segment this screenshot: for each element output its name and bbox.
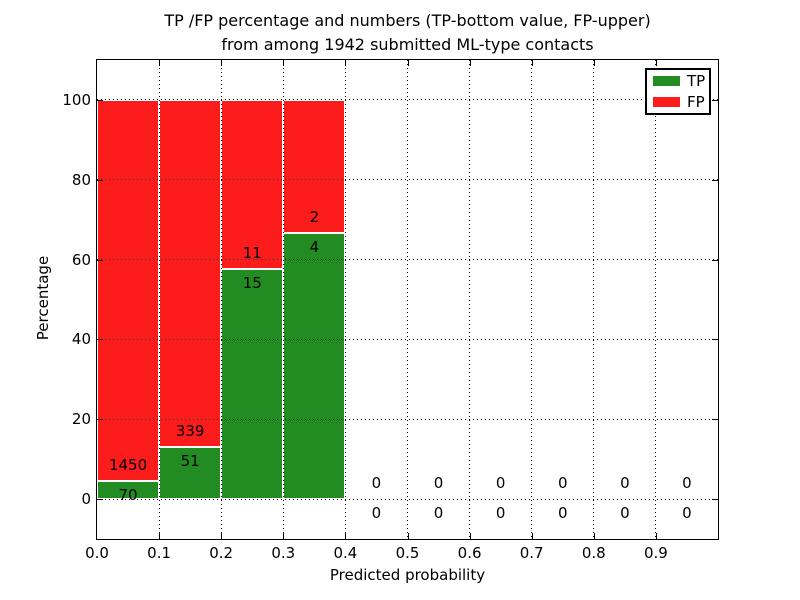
- y-tick-mark: [97, 339, 103, 341]
- y-tick-label: 100: [62, 90, 91, 109]
- gridline-vertical: [407, 60, 408, 539]
- count-label-tp: 4: [309, 237, 320, 256]
- gridline-vertical: [282, 60, 284, 539]
- x-tick-mark: [345, 60, 347, 66]
- plot-area: 1450 70 339 51 11 15 2 4 0 0 0 0 0 0 0 0 0 0 0 0: [96, 59, 719, 540]
- x-tick-mark: [283, 533, 285, 539]
- count-label-tp: 0: [433, 504, 444, 523]
- x-tick-label: 0.7: [519, 544, 544, 562]
- chart-title-line1: TP /FP percentage and numbers (TP-bottom…: [164, 11, 651, 30]
- y-tick-label: 20: [71, 410, 91, 429]
- x-tick-mark: [655, 60, 657, 66]
- count-label-fp: 11: [242, 243, 262, 262]
- x-tick-label: 0.5: [395, 544, 420, 562]
- x-axis-label: Predicted probability: [329, 566, 486, 584]
- y-axis-label: Percentage: [34, 255, 52, 341]
- bar-segment-tp: [159, 446, 222, 500]
- y-tick-mark: [712, 99, 718, 101]
- bar-segment-tp: [283, 232, 346, 500]
- y-tick-mark: [97, 259, 103, 261]
- count-label-tp: 0: [371, 504, 382, 523]
- count-label-fp: 339: [175, 421, 205, 440]
- count-label-fp: 0: [557, 474, 568, 493]
- gridline-vertical: [531, 60, 533, 539]
- x-tick-mark: [407, 60, 409, 66]
- count-label-tp: 15: [242, 273, 262, 292]
- y-tick-label: 40: [71, 330, 91, 349]
- count-label-fp: 0: [682, 474, 692, 493]
- y-tick-mark: [97, 179, 103, 181]
- x-tick-mark: [469, 60, 471, 66]
- tp-legend-swatch-icon: [653, 76, 680, 86]
- bar-segment-fp: [283, 99, 346, 233]
- bar-segment-tp: [221, 268, 284, 500]
- x-tick-mark: [531, 60, 533, 66]
- y-tick-mark: [712, 259, 718, 261]
- x-tick-mark: [283, 60, 285, 66]
- x-tick-label: 0.3: [271, 544, 296, 562]
- legend: TP FP: [645, 68, 711, 115]
- y-tick-mark: [97, 419, 103, 421]
- count-label-tp: 70: [118, 485, 138, 504]
- chart-title: TP /FP percentage and numbers (TP-bottom…: [97, 9, 718, 57]
- count-label-fp: 0: [495, 474, 506, 493]
- fp-legend-swatch-icon: [653, 97, 680, 107]
- count-label-fp: 0: [371, 474, 382, 493]
- gridline-vertical: [158, 60, 160, 539]
- bar-segment-fp: [221, 99, 284, 269]
- x-tick-mark: [159, 533, 161, 539]
- x-tick-mark: [407, 533, 409, 539]
- x-tick-mark: [655, 533, 657, 539]
- y-tick-label: 80: [71, 170, 91, 189]
- gridline-vertical: [655, 60, 657, 539]
- legend-item-tp: TP: [653, 72, 706, 90]
- y-tick-mark: [712, 499, 718, 501]
- gridline-vertical: [344, 60, 346, 539]
- x-tick-label: 0.2: [209, 544, 234, 562]
- count-label-tp: 51: [180, 451, 200, 470]
- x-tick-label: 0.6: [457, 544, 482, 562]
- y-tick-mark: [712, 339, 718, 341]
- x-tick-mark: [593, 60, 595, 66]
- x-tick-mark: [159, 60, 161, 66]
- gridline-vertical: [469, 60, 471, 539]
- legend-item-fp: FP: [653, 93, 705, 111]
- gridline-vertical: [220, 60, 222, 539]
- fp-legend-label: FP: [687, 93, 705, 111]
- count-label-fp: 0: [620, 474, 630, 493]
- bar-segment-fp: [159, 99, 222, 447]
- count-label-tp: 0: [620, 504, 630, 523]
- count-label-fp: 1450: [108, 455, 148, 474]
- gridline-vertical: [593, 60, 595, 539]
- count-label-tp: 0: [495, 504, 506, 523]
- x-tick-mark: [221, 60, 223, 66]
- x-tick-mark: [593, 533, 595, 539]
- x-tick-label: 0.9: [643, 544, 668, 562]
- x-tick-label: 0.4: [333, 544, 358, 562]
- y-tick-mark: [712, 419, 718, 421]
- count-label-tp: 0: [557, 504, 568, 523]
- chart-title-line2: from among 1942 submitted ML-type contac…: [221, 35, 594, 54]
- y-tick-mark: [712, 179, 718, 181]
- x-tick-mark: [469, 533, 471, 539]
- x-tick-label: 0.0: [85, 544, 109, 562]
- x-tick-label: 0.1: [147, 544, 172, 562]
- count-label-fp: 0: [433, 474, 444, 493]
- y-tick-label: 0: [81, 490, 91, 509]
- count-label-tp: 0: [682, 504, 692, 523]
- bar-segment-fp: [97, 99, 160, 481]
- x-tick-label: 0.8: [581, 544, 606, 562]
- bar-segment-tp: [97, 480, 160, 500]
- x-tick-mark: [531, 533, 533, 539]
- count-label-fp: 2: [309, 207, 320, 226]
- plot-canvas: 1450 70 339 51 11 15 2 4 0 0 0 0 0 0 0 0 0 0 0 0: [97, 60, 718, 539]
- y-tick-mark: [97, 499, 103, 501]
- x-tick-mark: [345, 533, 347, 539]
- y-tick-mark: [97, 99, 103, 101]
- tp-legend-label: TP: [687, 72, 706, 90]
- y-tick-label: 60: [71, 250, 91, 269]
- x-tick-mark: [221, 533, 223, 539]
